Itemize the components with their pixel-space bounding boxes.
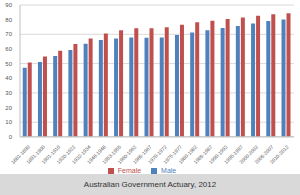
html-text:Male: Male	[161, 166, 177, 174]
svg-text:1891-1900: 1891-1900	[24, 143, 47, 165]
svg-text:0: 0	[9, 134, 13, 140]
svg-text:30: 30	[5, 90, 12, 96]
svg-text:50: 50	[5, 61, 12, 67]
svg-text:80: 80	[5, 17, 12, 23]
svg-text:1965-1967: 1965-1967	[131, 143, 153, 165]
svg-text:1953-1955: 1953-1955	[101, 143, 123, 165]
svg-text:1970-1972: 1970-1972	[146, 143, 168, 165]
svg-text:1932-1934: 1932-1934	[70, 143, 92, 165]
svg-text:2000-2002: 2000-2002	[238, 143, 260, 165]
svg-text:1960-1962: 1960-1962	[116, 143, 138, 165]
svg-text:10: 10	[5, 119, 12, 125]
svg-text:1995-1997: 1995-1997	[222, 143, 244, 165]
svg-text:2010-2012: 2010-2012	[268, 144, 289, 165]
svg-text:1946-1948: 1946-1948	[85, 143, 107, 165]
svg-text:1980-1982: 1980-1982	[177, 143, 199, 165]
svg-text:1990-1992: 1990-1992	[207, 143, 229, 165]
html-text:Australian Government Actuary,: Australian Government Actuary, 2012	[83, 180, 217, 189]
svg-text:1985-1987: 1985-1987	[192, 143, 214, 165]
svg-text:70: 70	[5, 31, 12, 37]
svg-text:1881-1890: 1881-1890	[9, 143, 31, 165]
svg-text:1920-1922: 1920-1922	[55, 143, 77, 165]
svg-text:1975-1977: 1975-1977	[161, 143, 184, 165]
svg-text:2005-2007: 2005-2007	[253, 143, 275, 165]
svg-text:40: 40	[5, 75, 12, 81]
svg-text:20: 20	[5, 105, 12, 111]
svg-text:90: 90	[5, 2, 12, 8]
svg-text:1901-1910: 1901-1910	[40, 143, 62, 165]
html-text:Female: Female	[117, 166, 142, 174]
svg-text:60: 60	[5, 46, 12, 52]
